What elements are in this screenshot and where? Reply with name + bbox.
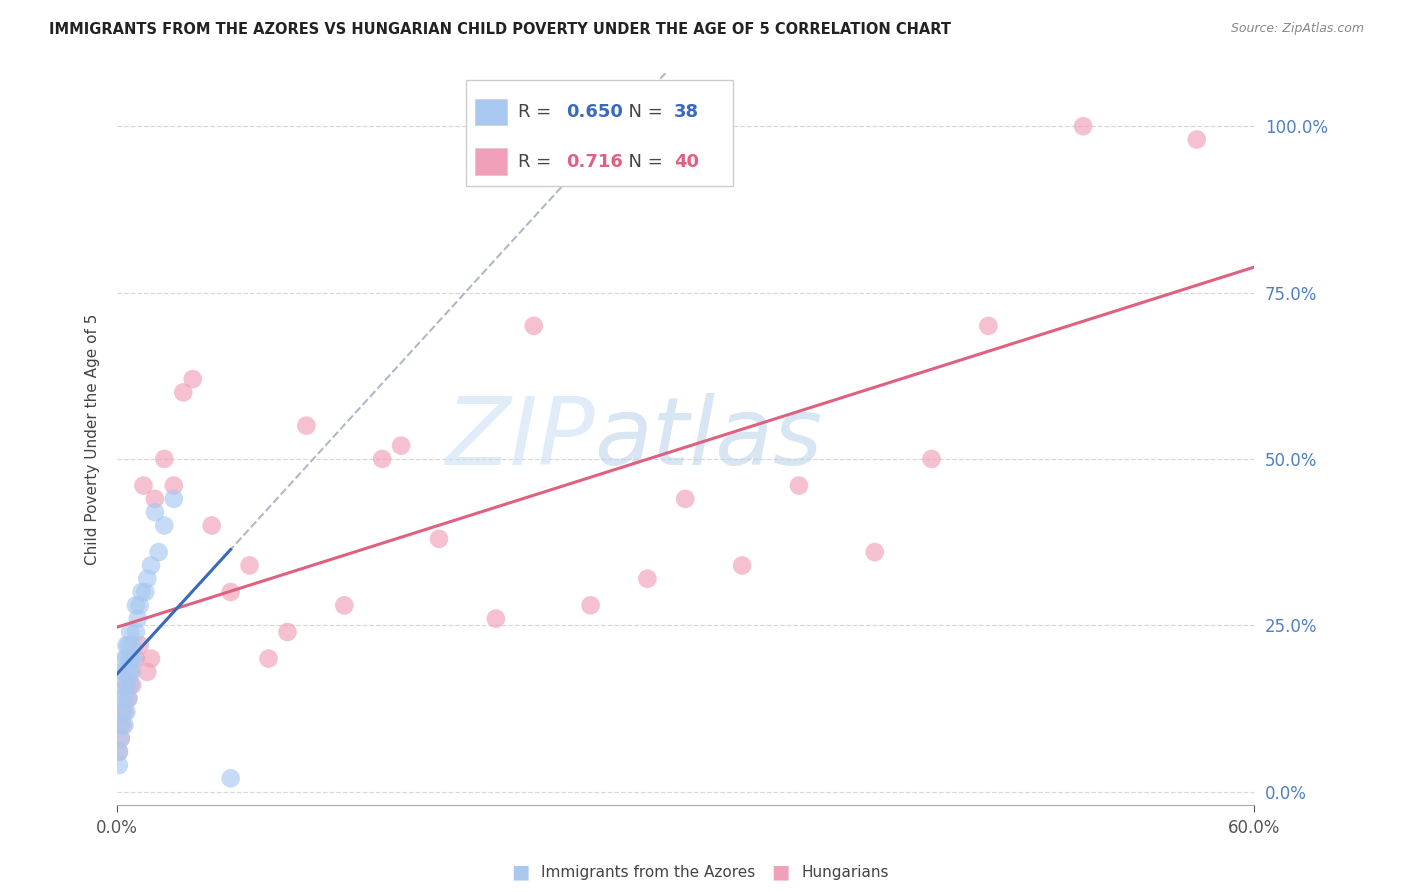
Point: [295, 418, 318, 433]
Text: Immigrants from the Azores: Immigrants from the Azores: [541, 865, 755, 880]
Point: [136, 572, 159, 586]
Point: [110, 718, 132, 732]
Text: N =: N =: [617, 153, 669, 170]
Point: [977, 318, 1000, 333]
Point: [115, 651, 138, 665]
Point: [125, 624, 148, 639]
Point: [115, 678, 138, 692]
Point: [181, 372, 204, 386]
Point: [787, 478, 810, 492]
Bar: [475, 148, 506, 175]
Point: [148, 545, 170, 559]
Text: ■: ■: [510, 863, 530, 882]
FancyBboxPatch shape: [465, 80, 733, 186]
Point: [120, 624, 142, 639]
Point: [143, 505, 166, 519]
Point: [219, 585, 242, 599]
Point: [333, 599, 356, 613]
Point: [128, 638, 150, 652]
Point: [579, 599, 602, 613]
Point: [125, 599, 148, 613]
Point: [111, 705, 134, 719]
Text: 38: 38: [673, 103, 699, 120]
Point: [114, 691, 136, 706]
Point: [636, 572, 658, 586]
Point: [163, 478, 186, 492]
Point: [115, 638, 138, 652]
Point: [163, 491, 186, 506]
Point: [143, 491, 166, 506]
Point: [136, 665, 159, 679]
Point: [117, 691, 139, 706]
Text: Hungarians: Hungarians: [801, 865, 889, 880]
Point: [219, 772, 242, 786]
Point: [108, 745, 131, 759]
Point: [115, 678, 138, 692]
Point: [110, 731, 132, 746]
Y-axis label: Child Poverty Under the Age of 5: Child Poverty Under the Age of 5: [86, 313, 100, 565]
Point: [114, 665, 136, 679]
Text: ZIP: ZIP: [444, 393, 595, 484]
Point: [121, 638, 143, 652]
Text: N =: N =: [617, 103, 669, 120]
Point: [172, 385, 194, 400]
Point: [921, 452, 943, 467]
Point: [117, 665, 139, 679]
Point: [111, 718, 134, 732]
Point: [120, 665, 142, 679]
Point: [427, 532, 450, 546]
Point: [1071, 119, 1094, 133]
Point: [115, 705, 138, 719]
Text: 0.650: 0.650: [567, 103, 623, 120]
Text: ■: ■: [770, 863, 790, 882]
Text: IMMIGRANTS FROM THE AZORES VS HUNGARIAN CHILD POVERTY UNDER THE AGE OF 5 CORRELA: IMMIGRANTS FROM THE AZORES VS HUNGARIAN …: [49, 22, 952, 37]
Point: [153, 452, 176, 467]
Point: [120, 651, 142, 665]
Point: [114, 651, 136, 665]
Text: 40: 40: [673, 153, 699, 170]
Point: [117, 691, 139, 706]
Point: [111, 665, 134, 679]
Point: [153, 518, 176, 533]
Point: [1185, 132, 1208, 146]
Point: [108, 758, 131, 772]
Point: [121, 678, 143, 692]
Point: [276, 624, 298, 639]
Point: [127, 612, 149, 626]
Point: [111, 678, 134, 692]
Point: [114, 705, 136, 719]
Point: [139, 558, 162, 573]
Point: [108, 745, 131, 759]
Point: [132, 478, 155, 492]
Point: [201, 518, 224, 533]
Point: [110, 691, 132, 706]
Text: 0.716: 0.716: [567, 153, 623, 170]
Point: [134, 585, 156, 599]
Bar: [475, 99, 506, 125]
Point: [239, 558, 262, 573]
Point: [863, 545, 886, 559]
Point: [120, 678, 142, 692]
Point: [371, 452, 394, 467]
Text: R =: R =: [519, 153, 557, 170]
Point: [117, 638, 139, 652]
Text: atlas: atlas: [595, 393, 823, 484]
Point: [139, 651, 162, 665]
Text: R =: R =: [519, 103, 557, 120]
Point: [257, 651, 280, 665]
Text: Source: ZipAtlas.com: Source: ZipAtlas.com: [1230, 22, 1364, 36]
Point: [131, 585, 153, 599]
Point: [114, 718, 136, 732]
Point: [125, 651, 148, 665]
Point: [122, 651, 145, 665]
Point: [485, 612, 508, 626]
Point: [389, 439, 412, 453]
Point: [523, 318, 546, 333]
Point: [128, 599, 150, 613]
Point: [110, 731, 132, 746]
Point: [121, 665, 143, 679]
Point: [673, 491, 696, 506]
Point: [731, 558, 754, 573]
